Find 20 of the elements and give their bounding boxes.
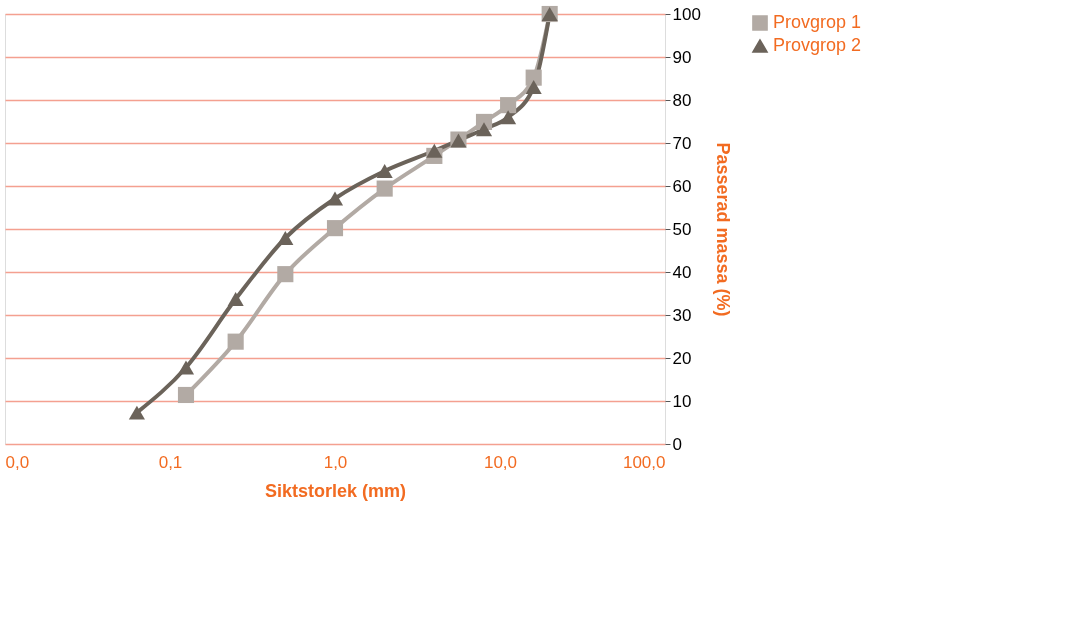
y-tick-label: 70 — [672, 133, 692, 153]
y-tick-label: 80 — [672, 90, 692, 110]
x-tick-label: 10,0 — [483, 452, 518, 472]
y-tick-label: 30 — [672, 305, 692, 325]
y-tick-label: 20 — [672, 348, 692, 368]
x-tick-label: 100,0 — [622, 452, 666, 472]
y-tick-label: 50 — [672, 219, 692, 239]
x-tick-label: 0,0 — [5, 452, 30, 472]
legend-label: Provgrop 2 — [773, 35, 862, 55]
y-tick-label: 90 — [672, 47, 692, 67]
y-axis-title: Passerad massa (%) — [712, 142, 733, 317]
legend-label: Provgrop 1 — [773, 12, 862, 32]
y-tick-label: 60 — [672, 176, 692, 196]
x-axis-title: Siktstorlek (mm) — [264, 480, 407, 501]
y-tick-label: 40 — [672, 262, 692, 282]
y-tick-label: 100 — [672, 4, 701, 24]
x-tick-label: 1,0 — [323, 452, 348, 472]
x-tick-label: 0,1 — [158, 452, 183, 472]
y-tick-label: 0 — [672, 434, 682, 454]
y-tick-label: 10 — [672, 391, 692, 411]
